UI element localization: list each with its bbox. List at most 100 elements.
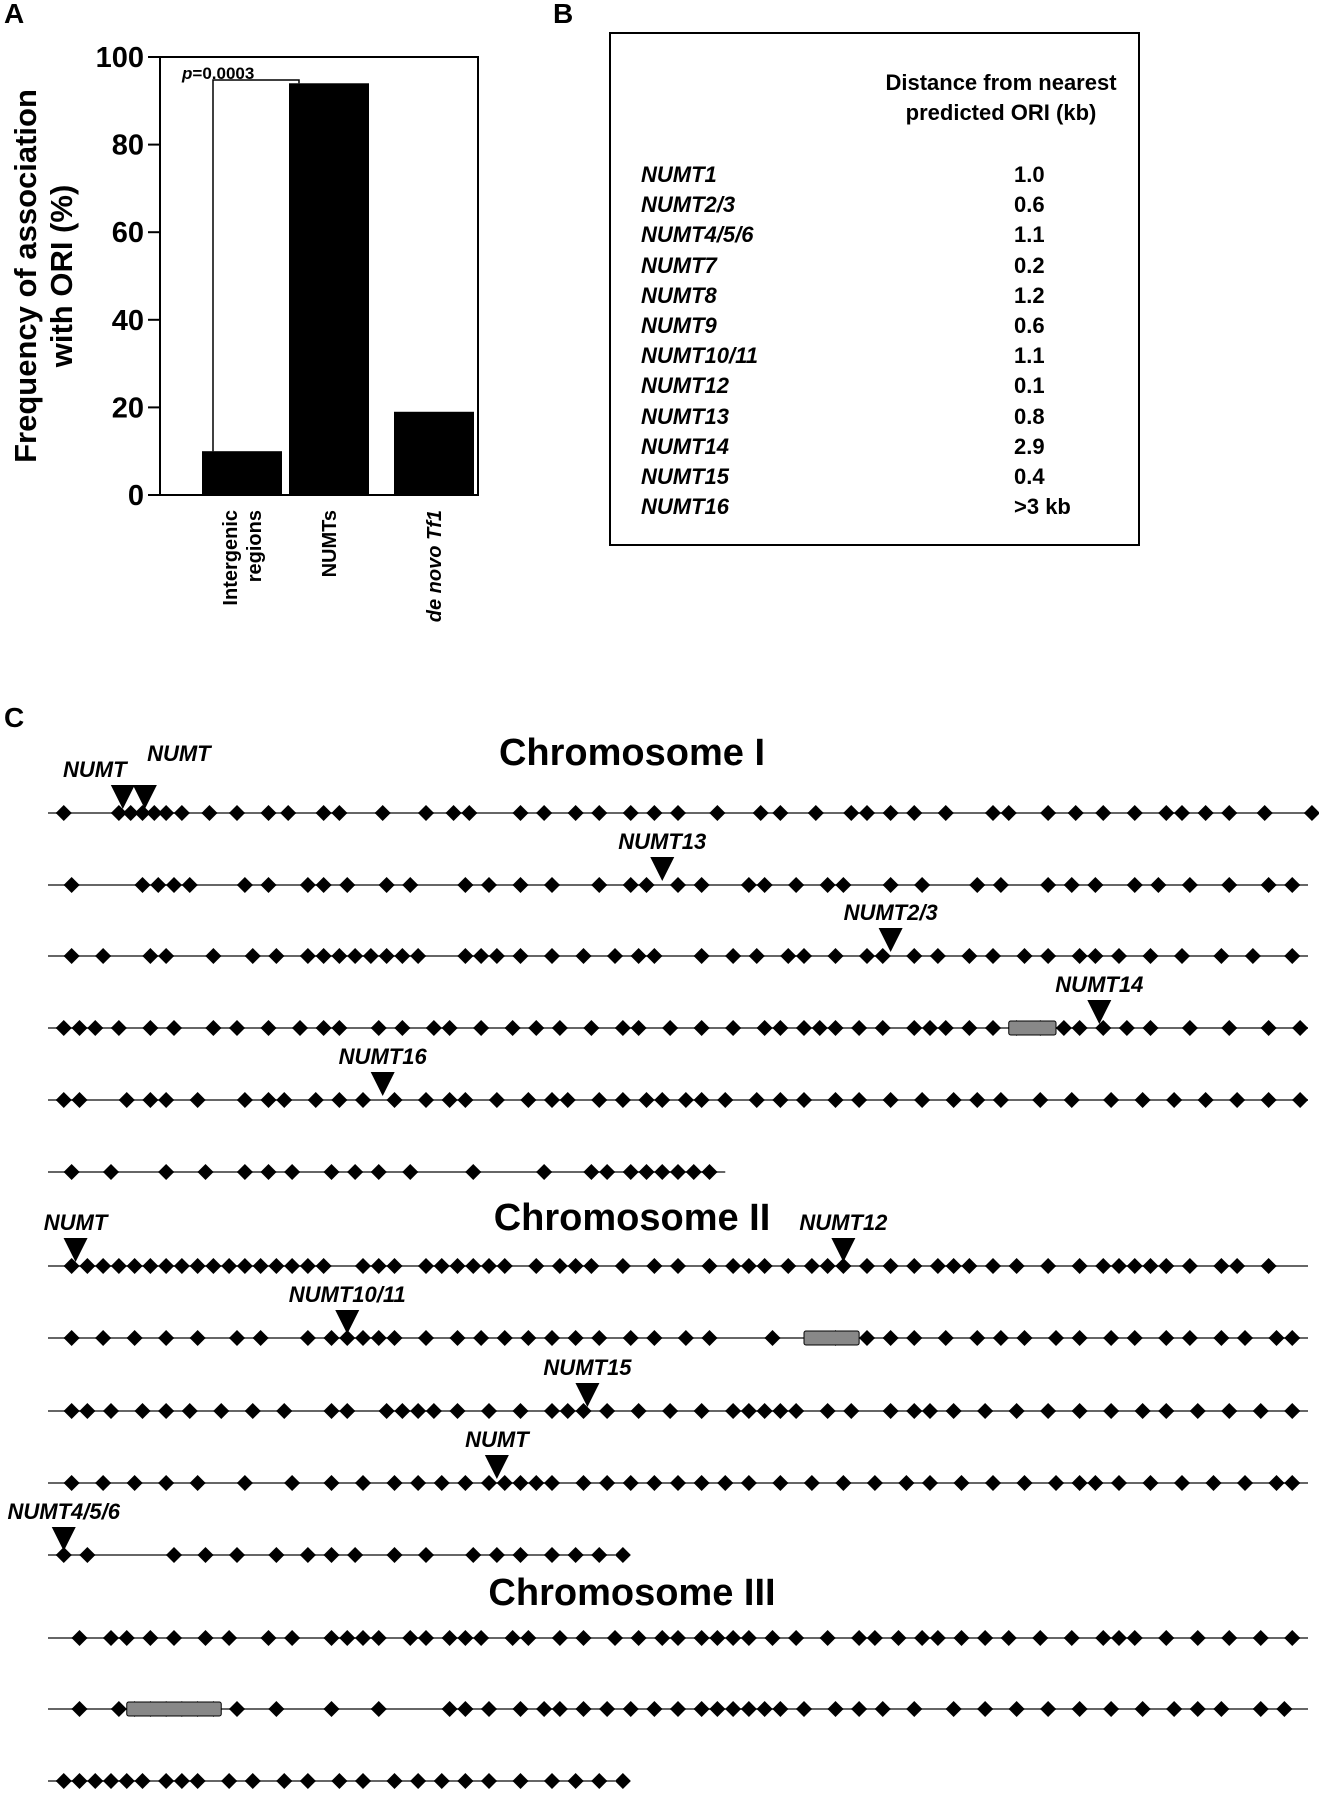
ori-marker (299, 1547, 316, 1563)
ori-marker (693, 1475, 710, 1491)
ori-marker (142, 948, 159, 964)
ori-marker (528, 1258, 545, 1274)
ori-marker (449, 1403, 466, 1419)
ori-marker (166, 1547, 182, 1563)
ori-marker (599, 1164, 616, 1180)
ori-marker (173, 1773, 190, 1789)
distance-value: >3 kb (1014, 494, 1071, 520)
numt-name: NUMT8 (641, 282, 717, 308)
centromere-block (803, 1330, 860, 1346)
table-row: NUMT12 0.1 (641, 371, 1101, 401)
ori-marker (685, 1164, 702, 1180)
ori-marker (1260, 1020, 1277, 1036)
ori-marker (536, 805, 553, 821)
numt-arrowhead (575, 1383, 600, 1407)
ori-marker (1071, 948, 1088, 964)
ori-marker (268, 948, 285, 964)
x-axis-labels: Intergenic regions NUMTs de novo Tf1 (220, 510, 446, 622)
ori-marker (55, 1773, 72, 1789)
distance-value: 2.9 (1014, 433, 1045, 459)
ori-marker (512, 805, 529, 821)
ori-marker (394, 948, 411, 964)
ori-marker (929, 1258, 946, 1274)
ori-marker (914, 1092, 931, 1108)
y-tick-label: 0 (128, 480, 144, 512)
ori-marker (441, 1630, 458, 1646)
ori-marker (882, 1403, 899, 1419)
ori-marker (457, 1630, 474, 1646)
ori-marker (646, 1701, 663, 1717)
numt-label: NUMT4/5/6 (8, 1499, 121, 1524)
ori-marker (937, 805, 954, 821)
numt-name: NUMT15 (641, 464, 730, 489)
ori-marker (158, 1092, 175, 1108)
ori-marker (79, 1403, 96, 1419)
ori-marker (945, 1258, 962, 1274)
ori-marker (614, 1020, 631, 1036)
ori-marker (71, 1773, 88, 1789)
ori-marker (591, 1330, 608, 1346)
distance-value: 0.2 (1014, 252, 1045, 278)
ori-marker (512, 948, 529, 964)
ori-marker (284, 1258, 301, 1274)
distance-value: 0.1 (1014, 373, 1045, 399)
ori-marker (1126, 1258, 1143, 1274)
ori-marker (323, 1475, 340, 1491)
ori-marker (433, 1258, 450, 1274)
ori-marker (418, 805, 434, 821)
ori-marker (1205, 1475, 1222, 1491)
ori-marker (890, 1630, 907, 1646)
ori-marker (197, 1164, 214, 1180)
ori-marker (189, 1330, 206, 1346)
ori-marker (402, 1630, 419, 1646)
ori-marker (134, 1773, 151, 1789)
chromosome-title: Chromosome III (488, 1572, 775, 1614)
ori-marker (252, 1258, 269, 1274)
ori-marker (236, 1092, 253, 1108)
ori-marker (1229, 1092, 1246, 1108)
ori-marker (386, 1330, 403, 1346)
panel-label-b: B (553, 0, 574, 29)
ori-marker (189, 1258, 206, 1274)
ori-marker (1118, 1020, 1135, 1036)
ori-marker (355, 1773, 371, 1789)
numt-name: NUMT2/3 (641, 192, 736, 218)
ori-marker (788, 877, 805, 893)
ori-marker (347, 1547, 364, 1563)
ori-marker (961, 948, 978, 964)
ori-marker (1040, 1403, 1057, 1419)
ori-marker (355, 1630, 371, 1646)
ori-marker (670, 1475, 686, 1491)
ori-marker (260, 1164, 277, 1180)
table-row: NUMT2/3 0.6 (641, 190, 1101, 220)
ori-marker (347, 1164, 364, 1180)
ori-marker (544, 1547, 560, 1563)
numt-label: NUMT (44, 1210, 109, 1235)
table-row: NUMT1 1.0 (641, 160, 1101, 190)
ori-marker (425, 1403, 442, 1419)
ori-marker (607, 948, 623, 964)
numt-label: NUMT12 (799, 1210, 888, 1235)
ori-marker (1142, 1475, 1159, 1491)
numt-arrowhead (370, 1072, 395, 1096)
ori-marker (418, 1547, 434, 1563)
ori-marker (709, 805, 726, 821)
ori-marker (1174, 805, 1190, 821)
ori-marker (693, 877, 710, 893)
ori-marker (725, 1701, 742, 1717)
ori-marker (229, 1547, 245, 1563)
ori-marker (630, 1403, 647, 1419)
ori-marker (693, 1403, 710, 1419)
ori-marker (445, 805, 462, 821)
y-tick-label: 20 (112, 392, 144, 424)
ori-marker (158, 948, 175, 964)
ori-marker (748, 948, 765, 964)
ori-marker (110, 1020, 127, 1036)
numt-name: NUMT4/5/6 (641, 222, 754, 248)
ori-marker (315, 877, 332, 893)
ori-marker (1111, 1630, 1127, 1646)
ori-marker (1103, 1403, 1120, 1419)
ori-marker (693, 1701, 710, 1717)
ori-marker (1067, 805, 1084, 821)
ori-marker (906, 1020, 923, 1036)
